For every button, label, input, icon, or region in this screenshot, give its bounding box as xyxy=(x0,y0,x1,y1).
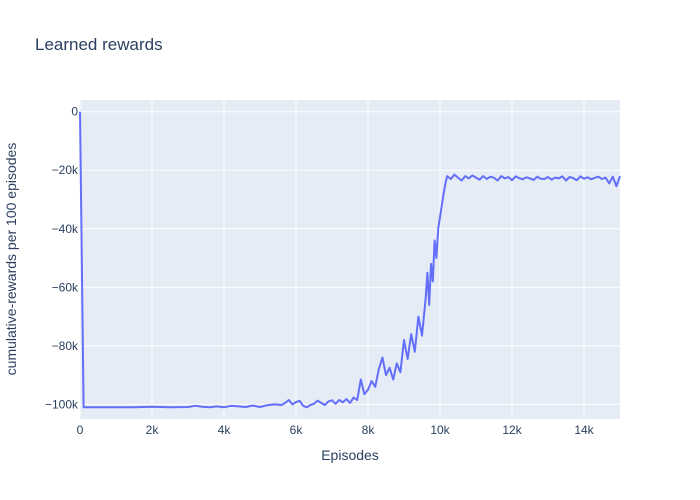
y-tick-label: −100k xyxy=(45,397,79,411)
plot-area xyxy=(80,100,620,419)
x-tick-label: 4k xyxy=(218,423,232,437)
x-axis-title: Episodes xyxy=(321,447,379,463)
y-tick-label: −40k xyxy=(52,222,79,236)
gridlines xyxy=(79,100,620,419)
y-axis-title: cumulative-rewards per 100 episodes xyxy=(3,143,19,376)
x-tick-label: 10k xyxy=(430,423,450,437)
x-tick-label: 12k xyxy=(502,423,522,437)
y-tick-label: −80k xyxy=(52,339,79,353)
series-line xyxy=(79,111,621,409)
x-tick-label: 6k xyxy=(290,423,304,437)
tick-labels: 0 2k 4k 6k 8k 10k 12k 14k 0 −20k −40k −60k −80k −100k xyxy=(45,105,595,437)
x-tick-label: 14k xyxy=(574,423,594,437)
y-tick-label: 0 xyxy=(71,105,78,119)
x-tick-label: 2k xyxy=(146,423,160,437)
chart-title: Learned rewards xyxy=(35,35,163,54)
x-tick-label: 8k xyxy=(362,423,376,437)
x-tick-label: 0 xyxy=(77,423,84,437)
y-tick-label: −20k xyxy=(52,163,79,177)
y-tick-label: −60k xyxy=(52,280,79,294)
